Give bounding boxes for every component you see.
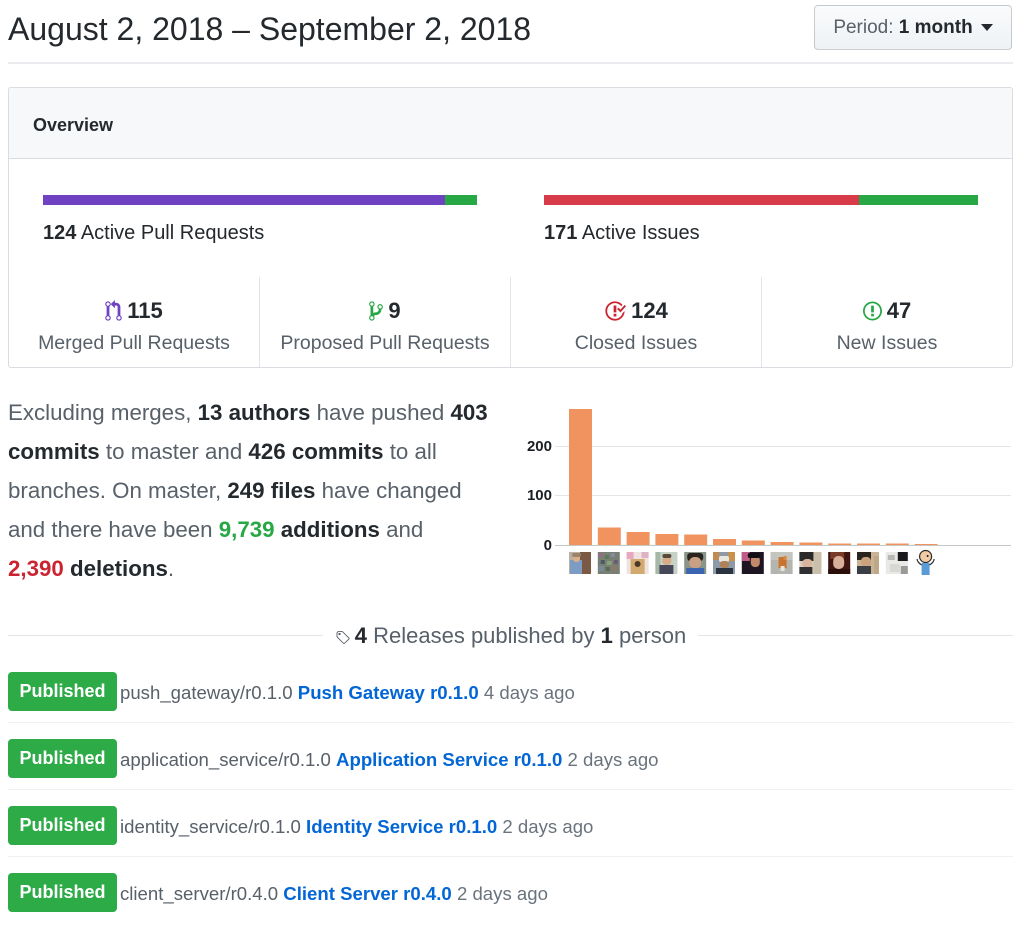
svg-text:100: 100 [527, 487, 552, 504]
svg-text:0: 0 [544, 537, 552, 554]
svg-text:200: 200 [527, 438, 552, 455]
